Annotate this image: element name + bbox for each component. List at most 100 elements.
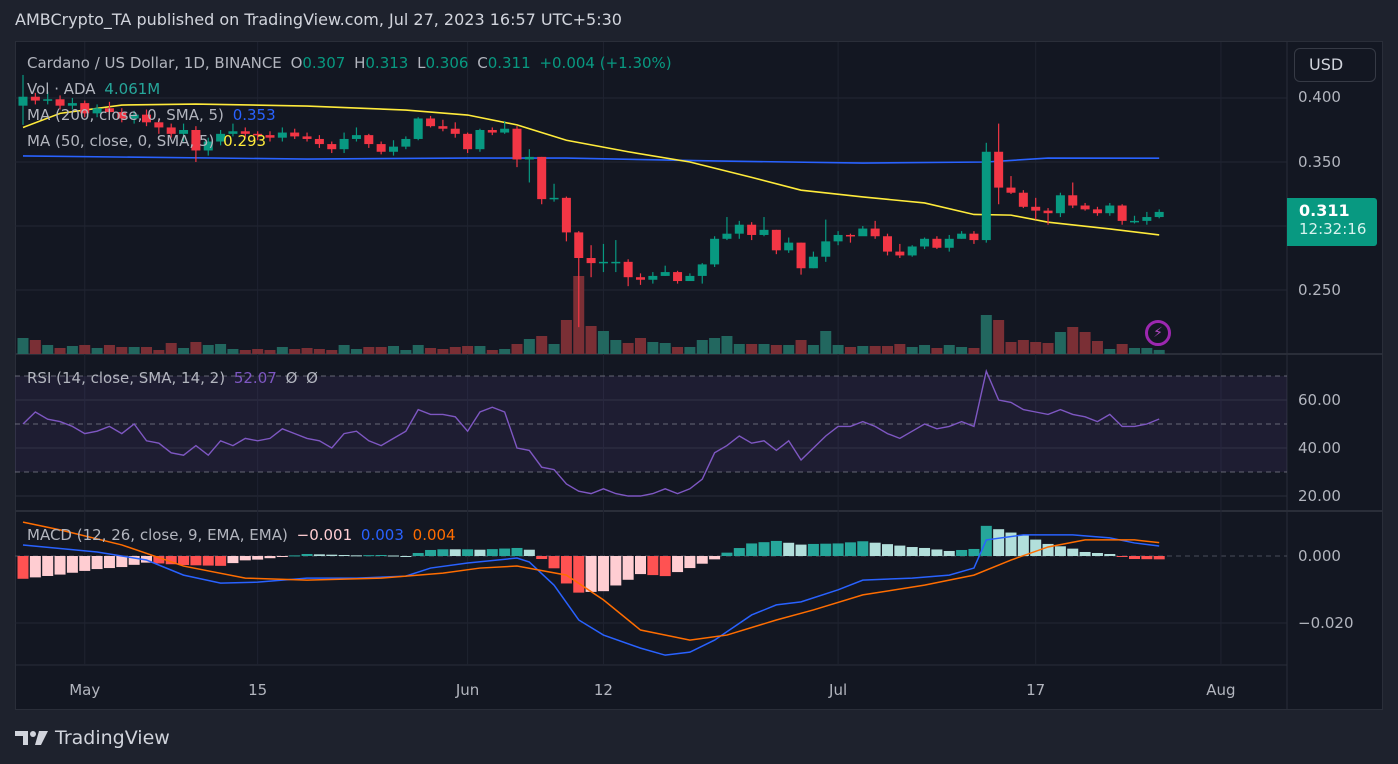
candle <box>833 231 843 246</box>
macd-histogram-bar <box>684 556 696 569</box>
candle <box>290 128 300 139</box>
macd-histogram-bar <box>79 556 91 571</box>
macd-histogram-bar <box>1129 556 1140 560</box>
candle <box>1006 176 1016 194</box>
volume-bar <box>610 340 622 354</box>
candle <box>920 237 930 250</box>
volume-bar <box>943 345 955 354</box>
volume-bar <box>980 315 992 354</box>
volume-bar <box>869 346 881 354</box>
volume-legend[interactable]: Vol · ADA 4.061M <box>27 80 164 98</box>
ma200-legend[interactable]: MA (200, close, 0, SMA, 5) 0.353 <box>27 106 280 124</box>
candle <box>598 243 608 273</box>
volume-bar <box>560 320 572 354</box>
macd-histogram-bar <box>597 556 609 592</box>
candle-body <box>710 238 720 265</box>
candle-body <box>203 141 213 151</box>
macd-histogram-bar <box>264 556 276 559</box>
macd-histogram-bar <box>709 556 721 560</box>
ma50-legend[interactable]: MA (50, close, 0, SMA, 5) 0.293 <box>27 132 270 150</box>
macd-histogram-bar <box>783 542 795 556</box>
ma50-label: MA (50, close, 0, SMA, 5) <box>27 132 215 150</box>
lightning-icon[interactable]: ⚡ <box>1145 320 1171 346</box>
macd-histogram-bar <box>610 556 622 586</box>
macd-histogram-bar <box>523 549 535 556</box>
candle-body <box>808 256 818 269</box>
candle-body <box>1006 187 1016 193</box>
rsi-legend[interactable]: RSI (14, close, SMA, 14, 2) 52.07 Ø Ø <box>27 369 322 387</box>
macd-histogram-bar <box>128 556 140 565</box>
candle <box>524 149 534 183</box>
candle-body <box>1142 217 1152 221</box>
candle <box>710 236 720 267</box>
candle-body <box>253 133 263 136</box>
macd-histogram-bar <box>301 553 313 556</box>
macd-histogram-bar <box>560 556 572 584</box>
candle-body <box>1018 192 1028 207</box>
close-value: 0.311 <box>487 54 531 72</box>
candle-body <box>598 261 608 264</box>
macd-histogram-bar <box>1030 539 1042 556</box>
candle <box>92 104 102 118</box>
candle-body <box>771 229 781 251</box>
symbol-legend: Cardano / US Dollar, 1D, BINANCE O0.307 … <box>27 54 676 72</box>
candle <box>1092 206 1102 216</box>
volume-label: Vol · ADA <box>27 80 96 98</box>
volume-bar <box>437 349 449 354</box>
candle-body <box>957 233 967 239</box>
candle-body <box>228 131 238 134</box>
candle <box>759 217 769 237</box>
macd-histogram-bar <box>103 556 115 569</box>
macd-histogram-bar <box>412 552 424 556</box>
candle <box>142 109 151 127</box>
tradingview-logo[interactable]: TradingView <box>15 727 170 749</box>
candle <box>1080 202 1090 211</box>
macd-label: MACD (12, 26, close, 9, EMA, EMA) <box>27 526 288 544</box>
open-value: 0.307 <box>302 54 346 72</box>
macd-histogram-bar <box>1141 556 1153 560</box>
candle <box>450 122 460 138</box>
candle <box>253 131 263 141</box>
macd-histogram-bar <box>1005 532 1017 556</box>
macd-histogram-bar <box>400 556 412 557</box>
volume-bar <box>659 343 671 354</box>
macd-histogram-bar <box>894 545 906 556</box>
currency-button[interactable]: USD <box>1294 48 1376 82</box>
candle-body <box>67 103 77 106</box>
candle <box>574 231 584 328</box>
candle <box>969 231 979 244</box>
candle-body <box>426 118 436 127</box>
volume-bar <box>338 345 350 354</box>
signal-line <box>22 521 1160 641</box>
volume-bar <box>190 342 202 354</box>
candle <box>722 217 732 241</box>
macd-histogram-bar <box>1042 543 1054 556</box>
candle <box>487 127 497 136</box>
candle-body <box>685 275 695 282</box>
macd-histogram-bar <box>178 556 190 566</box>
volume-bar <box>882 346 893 354</box>
volume-bar <box>474 346 486 354</box>
candle-body <box>314 138 324 145</box>
candle-body <box>401 138 411 147</box>
current-price: 0.311 <box>1299 201 1350 220</box>
volume-bar <box>1141 348 1153 354</box>
macd-histogram-bar <box>1104 553 1116 556</box>
candle-body <box>673 272 683 282</box>
candle-body <box>549 197 559 200</box>
candle-body <box>759 229 769 235</box>
volume-bar <box>832 345 844 354</box>
candle <box>673 270 683 284</box>
volume-bar <box>1129 348 1140 354</box>
change-value: +0.004 (+1.30%) <box>539 54 672 72</box>
volume-bar <box>17 338 29 354</box>
candle <box>1018 190 1028 209</box>
volume-bar <box>486 350 498 354</box>
symbol-title[interactable]: Cardano / US Dollar, 1D, BINANCE <box>27 54 282 72</box>
macd-line <box>22 534 1160 656</box>
candle-body <box>166 127 176 134</box>
candle <box>611 240 621 273</box>
macd-legend[interactable]: MACD (12, 26, close, 9, EMA, EMA) −0.001… <box>27 526 460 544</box>
volume-bar <box>807 345 819 354</box>
